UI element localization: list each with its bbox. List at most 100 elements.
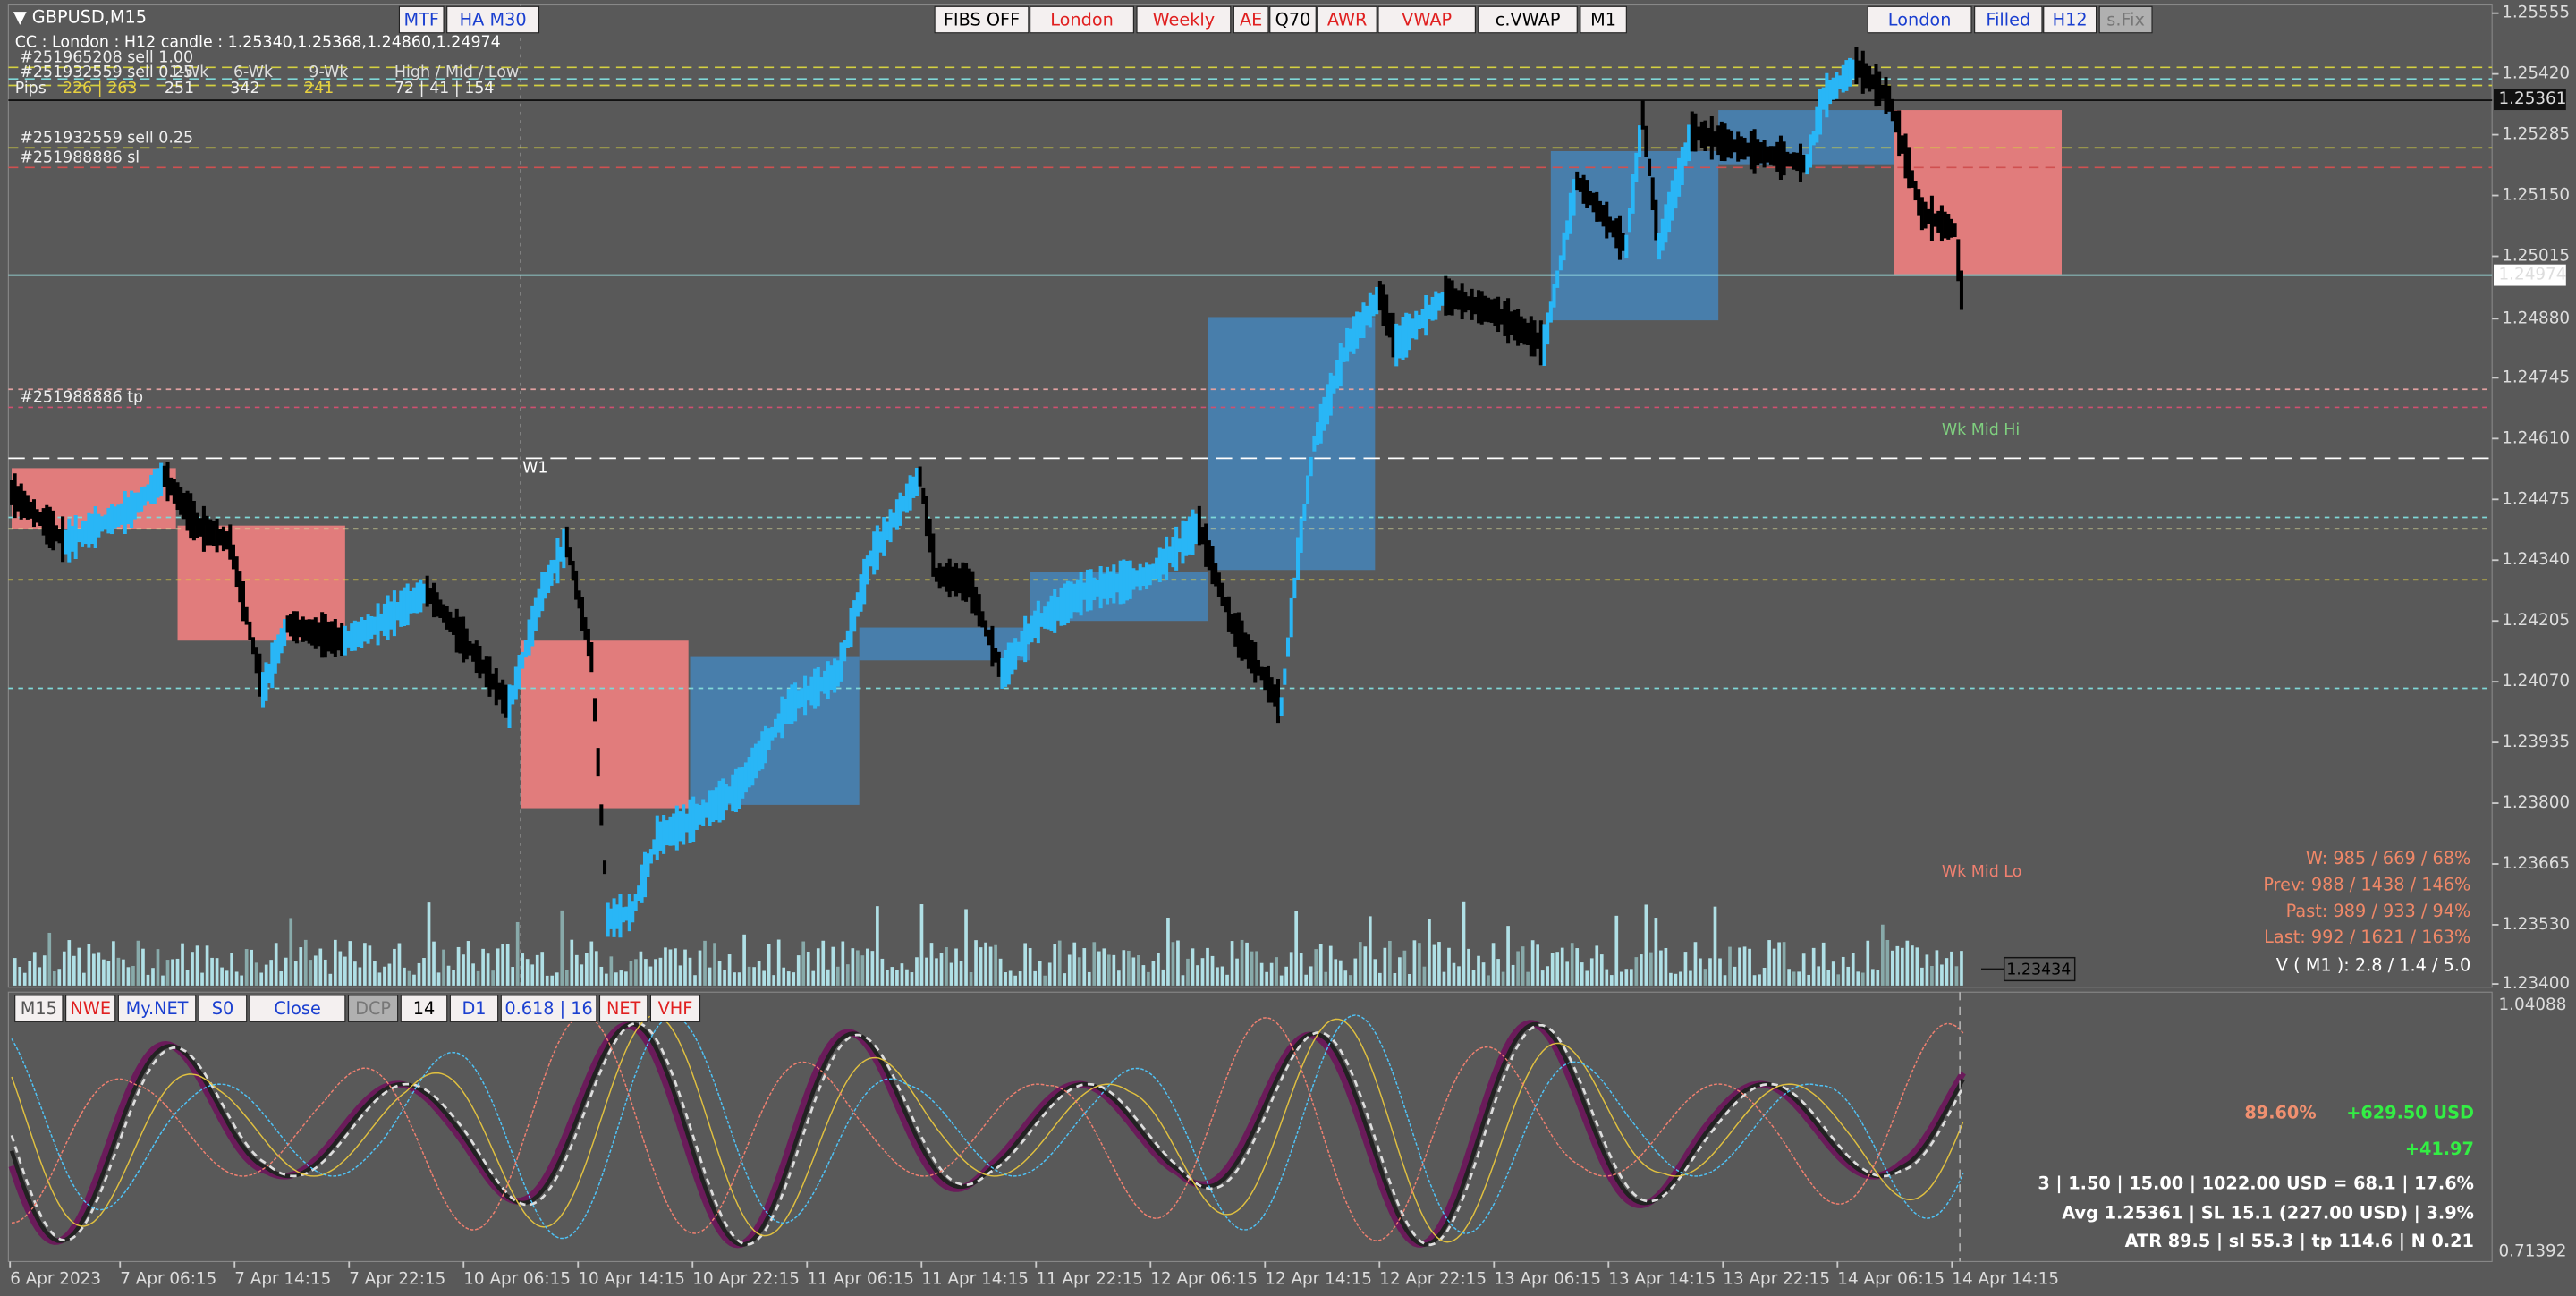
button-label[interactable]: VWAP bbox=[1402, 9, 1452, 30]
profit-pips: +41.97 bbox=[2405, 1139, 2474, 1159]
volume-bar bbox=[422, 957, 426, 986]
volume-bar bbox=[723, 970, 726, 986]
position-info: ATR 89.5 | sl 55.3 | tp 114.6 | N 0.21 bbox=[2125, 1231, 2474, 1251]
volume-bar bbox=[954, 948, 958, 986]
button-label[interactable]: H12 bbox=[2053, 9, 2088, 30]
button-label[interactable]: Weekly bbox=[1153, 9, 1216, 30]
button-label[interactable]: Close bbox=[274, 998, 320, 1019]
button-label[interactable]: D1 bbox=[462, 998, 486, 1019]
volume-bar bbox=[772, 975, 776, 986]
toolbar-button[interactable] bbox=[500, 995, 597, 1022]
volume-bar bbox=[1314, 949, 1318, 986]
time-label: 13 Apr 22:15 bbox=[1723, 1270, 1830, 1289]
button-label[interactable]: Filled bbox=[1986, 9, 2030, 30]
toolbar-button[interactable] bbox=[198, 995, 248, 1022]
button-label[interactable]: AE bbox=[1240, 9, 1262, 30]
toolbar-button[interactable] bbox=[1317, 5, 1377, 34]
volume-bar bbox=[1053, 944, 1057, 986]
pips-value: 72 | 41 | 154 bbox=[394, 80, 495, 97]
button-label[interactable]: NET bbox=[606, 998, 641, 1019]
button-label[interactable]: s.Fix bbox=[2106, 9, 2145, 30]
volume-bar bbox=[1511, 964, 1515, 986]
toolbar-button[interactable] bbox=[1867, 5, 1972, 34]
volume-bar bbox=[1811, 947, 1816, 986]
volume-bar bbox=[693, 975, 697, 986]
button-label[interactable]: FIBS OFF bbox=[944, 9, 1020, 30]
volume-bar bbox=[1018, 971, 1022, 986]
pips-header: 1-Wk bbox=[169, 64, 209, 81]
toolbar-button[interactable] bbox=[1478, 5, 1578, 34]
volume-bar bbox=[1318, 944, 1323, 986]
volume-bar bbox=[97, 952, 101, 986]
pips-value: Pips bbox=[15, 80, 47, 97]
toolbar-button[interactable] bbox=[2098, 5, 2153, 34]
volume-bar bbox=[979, 947, 983, 986]
toolbar-button[interactable] bbox=[598, 995, 648, 1022]
time-label: 10 Apr 14:15 bbox=[578, 1270, 685, 1289]
toolbar-button[interactable] bbox=[1974, 5, 2043, 34]
volume-bar bbox=[505, 943, 510, 986]
volume-bar bbox=[890, 967, 894, 986]
volume-bar bbox=[1836, 974, 1841, 986]
oscillator-band bbox=[11, 1014, 1964, 1240]
volume-bar bbox=[1186, 958, 1190, 986]
button-label[interactable]: My.NET bbox=[126, 998, 189, 1019]
button-label[interactable]: NWE bbox=[70, 998, 111, 1019]
button-label[interactable]: London bbox=[1050, 9, 1114, 30]
session-box bbox=[521, 640, 689, 809]
toolbar-button[interactable] bbox=[249, 995, 346, 1022]
button-label[interactable]: 14 bbox=[413, 998, 436, 1019]
button-label[interactable]: 0.618 | 16 bbox=[504, 998, 592, 1019]
toolbar-button[interactable] bbox=[400, 995, 448, 1022]
volume-bar bbox=[1269, 962, 1274, 986]
volume-bar bbox=[1540, 970, 1545, 986]
toolbar-button[interactable] bbox=[1269, 5, 1317, 34]
toolbar-button[interactable] bbox=[2043, 5, 2097, 34]
toolbar-button[interactable] bbox=[1136, 5, 1232, 34]
volume-bar bbox=[910, 972, 914, 986]
button-label[interactable]: HA M30 bbox=[460, 9, 527, 30]
volume-bar bbox=[1679, 971, 1682, 986]
toolbar-button[interactable] bbox=[1030, 5, 1134, 34]
volume-bar bbox=[1171, 942, 1175, 986]
toolbar-button[interactable] bbox=[446, 5, 540, 34]
toolbar-button[interactable] bbox=[117, 995, 197, 1022]
volume-bar bbox=[648, 966, 653, 986]
volume-bar bbox=[377, 972, 382, 986]
button-label[interactable]: M15 bbox=[21, 998, 57, 1019]
volume-bar bbox=[1550, 953, 1555, 986]
toolbar-button[interactable] bbox=[1233, 5, 1269, 34]
toolbar-button[interactable] bbox=[347, 995, 399, 1022]
button-label[interactable]: AWR bbox=[1327, 9, 1368, 30]
toolbar-button[interactable] bbox=[1377, 5, 1476, 34]
toolbar-button[interactable] bbox=[934, 5, 1030, 34]
volume-bar bbox=[348, 941, 352, 986]
button-label[interactable]: Q70 bbox=[1275, 9, 1311, 30]
toolbar-button[interactable] bbox=[649, 995, 701, 1022]
button-label[interactable]: London bbox=[1888, 9, 1952, 30]
toolbar-button[interactable] bbox=[449, 995, 499, 1022]
button-label[interactable]: M1 bbox=[1590, 9, 1616, 30]
price-label: 1.23400 bbox=[2502, 974, 2570, 993]
button-label[interactable]: DCP bbox=[355, 998, 391, 1019]
toolbar-button[interactable] bbox=[398, 5, 445, 34]
volume-bar bbox=[72, 955, 76, 986]
button-label[interactable]: VHF bbox=[658, 998, 693, 1019]
volume-bar bbox=[1245, 942, 1249, 986]
volume-bar bbox=[1895, 945, 1900, 986]
volume-bar bbox=[456, 946, 461, 986]
volume-bar bbox=[1033, 970, 1038, 986]
volume-bar bbox=[323, 959, 327, 986]
volume-bar bbox=[1097, 951, 1101, 986]
volume-bar bbox=[112, 941, 115, 986]
toolbar-button[interactable] bbox=[14, 995, 64, 1022]
button-label[interactable]: c.VWAP bbox=[1496, 9, 1561, 30]
toolbar-button[interactable] bbox=[1580, 5, 1627, 34]
volume-bar bbox=[801, 941, 806, 986]
button-label[interactable]: MTF bbox=[404, 9, 439, 30]
volume-bar bbox=[1265, 971, 1268, 986]
volume-bar bbox=[13, 958, 17, 986]
toolbar-button[interactable] bbox=[65, 995, 116, 1022]
volume-bar bbox=[1950, 951, 1953, 986]
button-label[interactable]: S0 bbox=[212, 998, 233, 1019]
